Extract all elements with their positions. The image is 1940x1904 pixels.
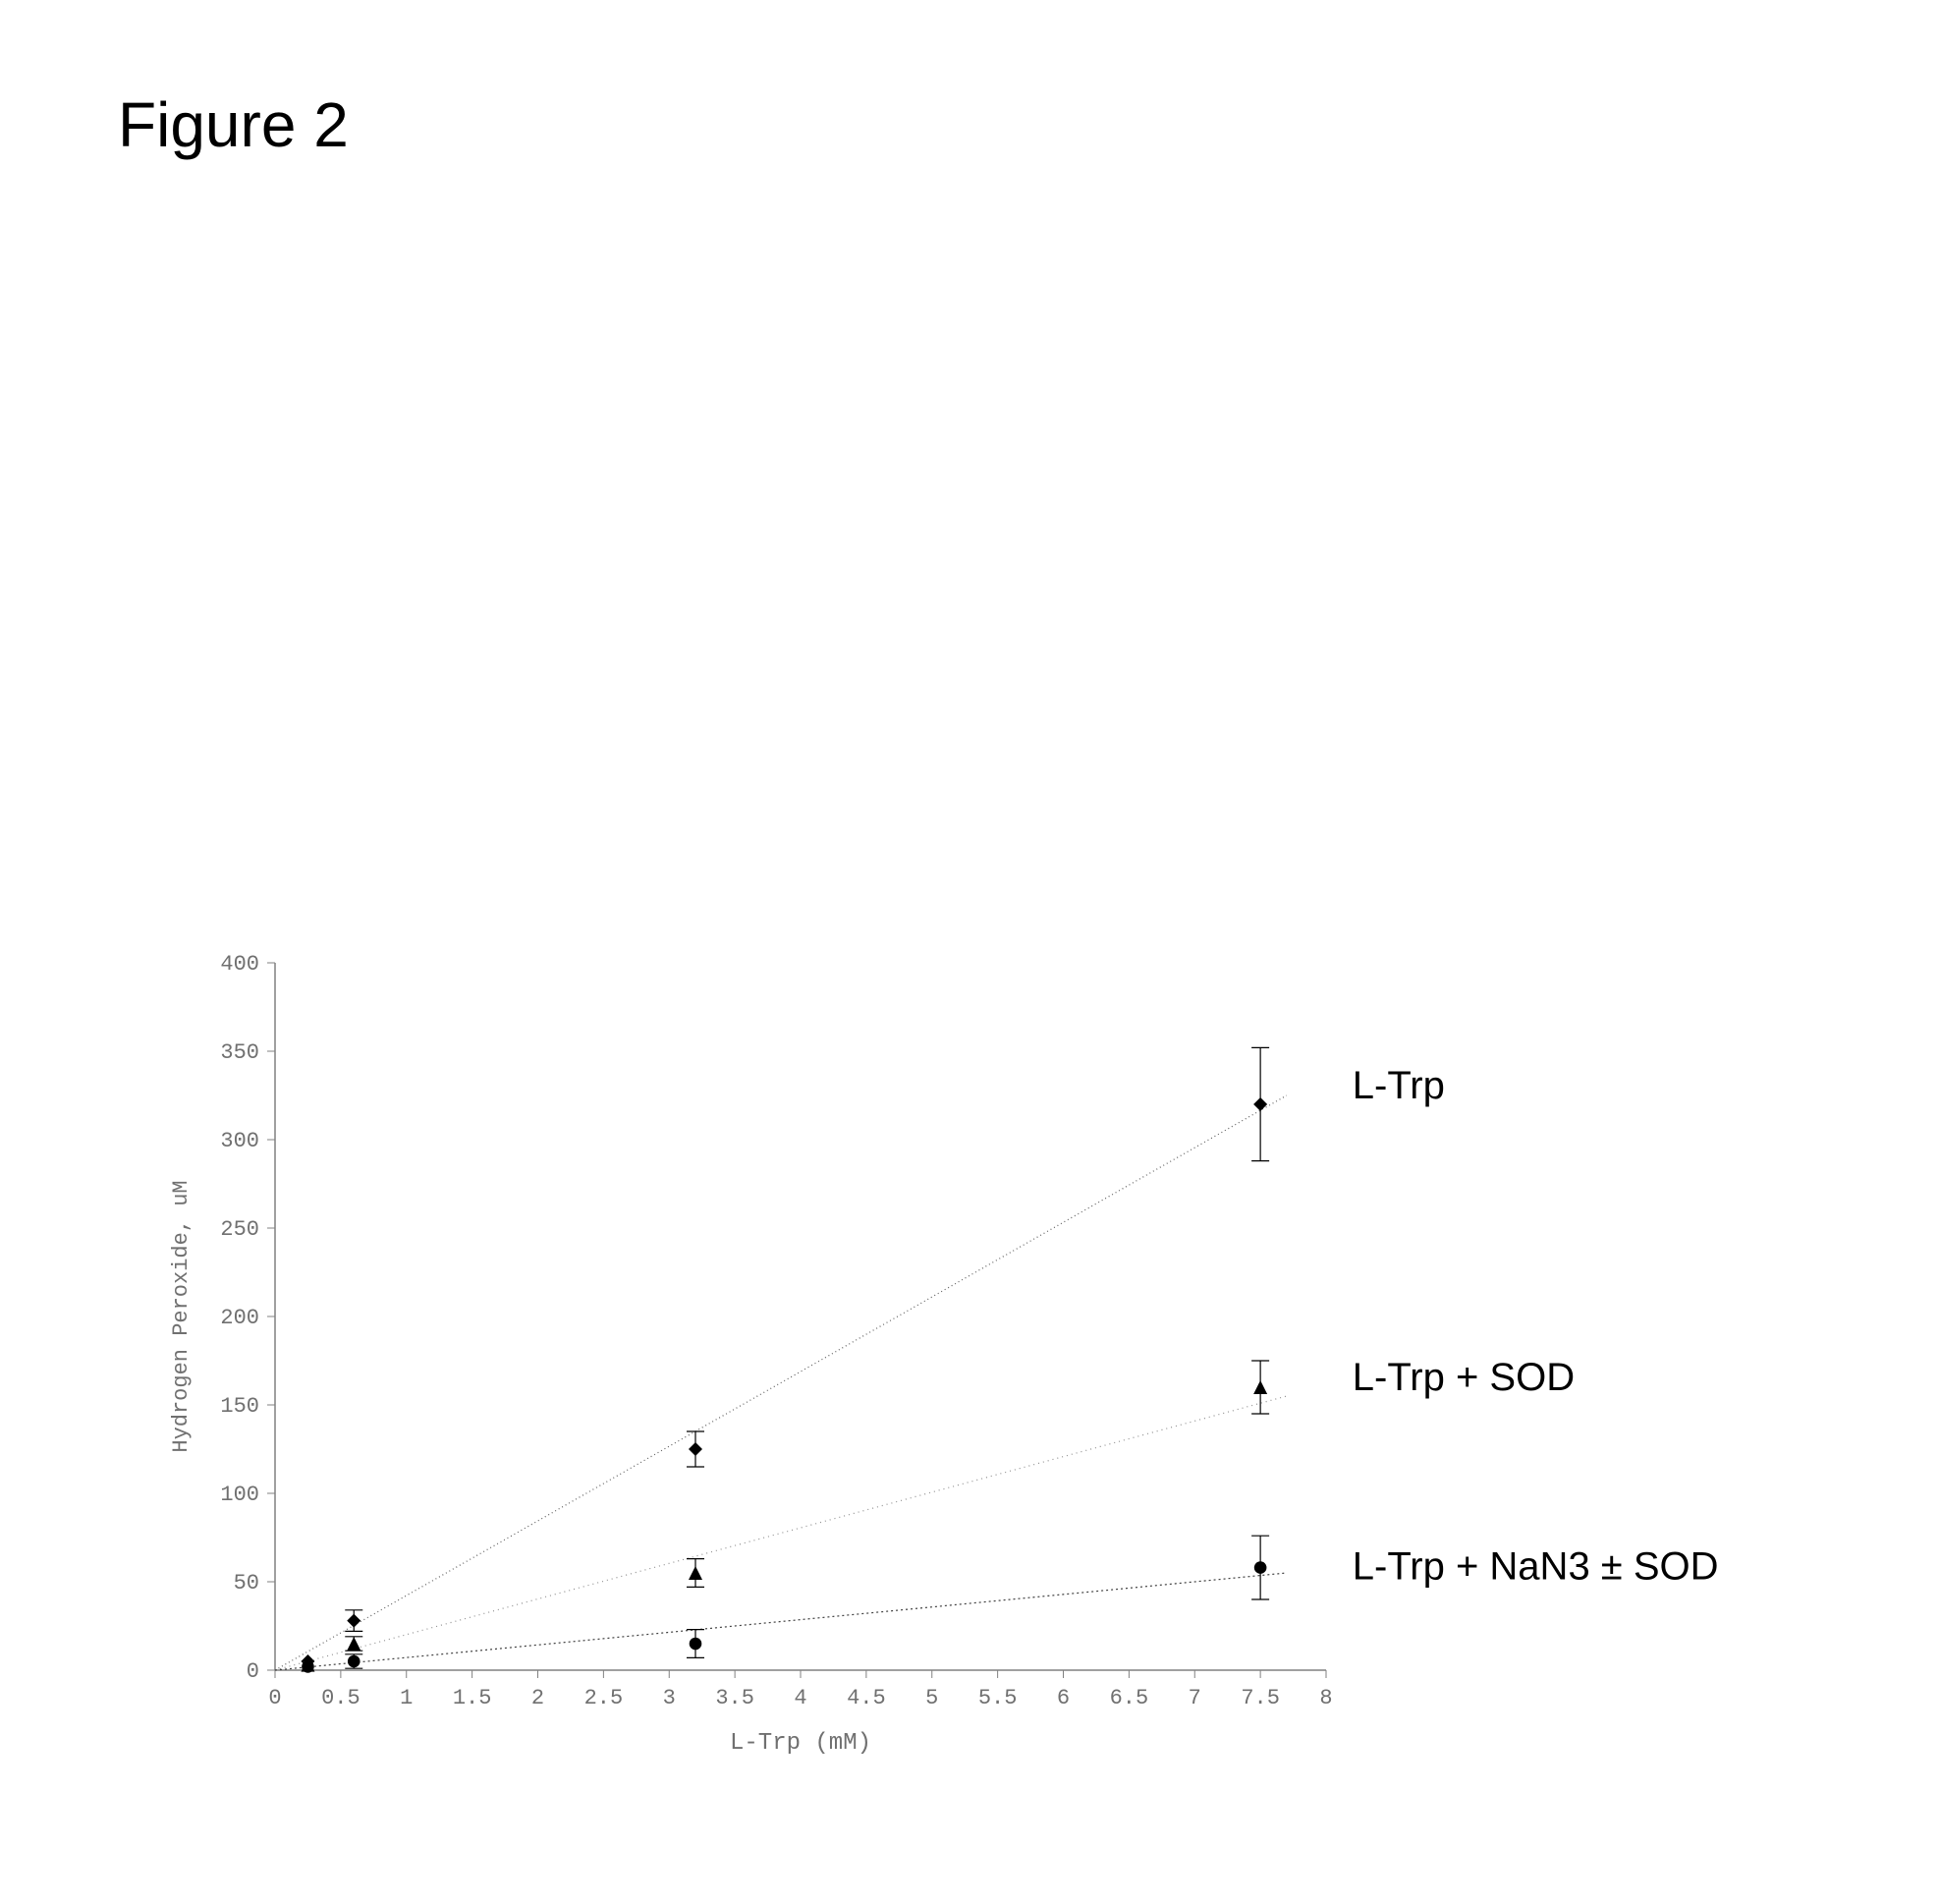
- series-label: L-Trp + SOD: [1353, 1356, 1575, 1399]
- marker-circle: [1254, 1561, 1267, 1574]
- marker-diamond: [1253, 1097, 1267, 1111]
- x-tick-label: 5: [925, 1686, 938, 1710]
- x-tick-label: 5.5: [978, 1686, 1018, 1710]
- x-tick-label: 3: [663, 1686, 676, 1710]
- marker-triangle: [1253, 1380, 1267, 1394]
- x-tick-label: 1: [400, 1686, 413, 1710]
- y-tick-label: 250: [220, 1217, 259, 1242]
- figure-title: Figure 2: [118, 88, 349, 161]
- y-tick-label: 350: [220, 1040, 259, 1065]
- y-tick-label: 0: [247, 1659, 259, 1684]
- series-label: L-Trp: [1353, 1064, 1445, 1107]
- x-tick-label: 1.5: [453, 1686, 492, 1710]
- x-tick-label: 7: [1189, 1686, 1201, 1710]
- x-tick-label: 0: [268, 1686, 281, 1710]
- x-tick-label: 4.5: [847, 1686, 886, 1710]
- marker-diamond: [689, 1442, 702, 1456]
- x-tick-label: 2: [531, 1686, 544, 1710]
- x-tick-label: 8: [1319, 1686, 1332, 1710]
- x-tick-label: 4: [794, 1686, 806, 1710]
- y-tick-label: 400: [220, 952, 259, 977]
- y-axis-label: Hydrogen Peroxide, uM: [169, 1180, 194, 1452]
- x-tick-label: 7.5: [1241, 1686, 1280, 1710]
- x-axis-label: L-Trp (mM): [730, 1730, 871, 1757]
- series-label: L-Trp + NaN3 ± SOD: [1353, 1545, 1719, 1589]
- x-tick-label: 6: [1057, 1686, 1070, 1710]
- marker-circle: [302, 1660, 314, 1673]
- y-tick-label: 50: [234, 1571, 259, 1596]
- marker-circle: [348, 1655, 360, 1668]
- scatter-chart: 0 0.5 1 1.5 2 2.5 3 3.5 4 4.5 5 5.5 6 6.5 7 7.5 8 0 50 100 1…: [128, 943, 1798, 1827]
- marker-triangle: [689, 1566, 702, 1580]
- series-fit-line: [275, 1573, 1287, 1670]
- x-tick-label: 3.5: [715, 1686, 754, 1710]
- series-fit-line: [275, 1095, 1287, 1670]
- y-tick-label: 150: [220, 1394, 259, 1419]
- x-tick-label: 0.5: [321, 1686, 360, 1710]
- marker-triangle: [347, 1637, 360, 1651]
- y-tick-label: 300: [220, 1129, 259, 1153]
- chart-container: 0 0.5 1 1.5 2 2.5 3 3.5 4 4.5 5 5.5 6 6.5 7 7.5 8 0 50 100 1…: [128, 943, 1798, 1827]
- x-tick-label: 6.5: [1110, 1686, 1149, 1710]
- series-fit-line: [275, 1396, 1287, 1670]
- x-tick-label: 2.5: [584, 1686, 624, 1710]
- y-tick-label: 200: [220, 1306, 259, 1330]
- marker-diamond: [347, 1614, 360, 1628]
- y-tick-label: 100: [220, 1483, 259, 1507]
- marker-circle: [690, 1638, 702, 1651]
